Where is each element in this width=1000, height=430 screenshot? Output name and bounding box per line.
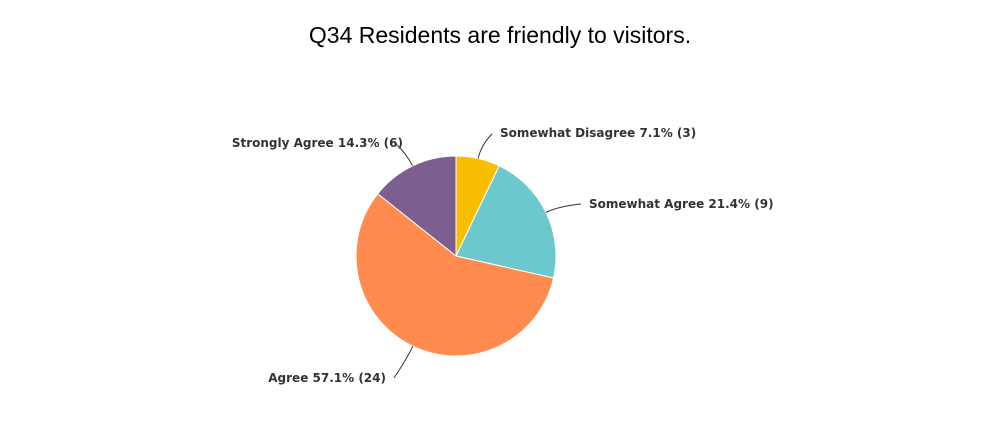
pie-slices (355, 155, 557, 357)
leader-line-somewhat-disagree (477, 133, 493, 159)
pie-labels: Somewhat Disagree 7.1% (3) Somewhat Agree… (232, 126, 774, 385)
leader-line-somewhat-agree (545, 203, 582, 213)
slice-label-somewhat-agree: Somewhat Agree 21.4% (9) (589, 197, 774, 211)
slice-label-somewhat-disagree: Somewhat Disagree 7.1% (3) (500, 126, 696, 140)
slice-label-strongly-agree: Strongly Agree 14.3% (6) (232, 136, 403, 150)
pie-leader-lines (393, 133, 582, 379)
leader-line-strongly-agree (394, 142, 413, 167)
pie-slice-somewhat-agree (455, 165, 557, 279)
leader-line-agree (393, 345, 414, 379)
slice-label-agree: Agree 57.1% (24) (268, 371, 386, 385)
pie-slice-strongly-agree (377, 155, 457, 258)
chart-title: Q34 Residents are friendly to visitors. (308, 22, 692, 48)
